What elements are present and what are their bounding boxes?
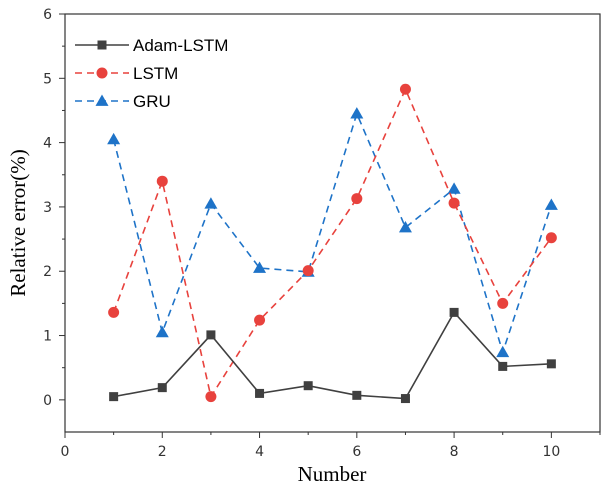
data-point-lstm (448, 197, 460, 209)
legend-marker (97, 40, 107, 50)
legend-label: Adam-LSTM (133, 36, 228, 55)
series-adam-lstm (109, 307, 556, 404)
data-point-adam-lstm (255, 388, 265, 398)
x-tick-label: 8 (450, 444, 459, 460)
data-point-gru (204, 197, 218, 209)
series-line-adam-lstm (113, 311, 552, 400)
series-line-lstm (112, 87, 553, 399)
data-point-lstm (156, 175, 168, 187)
x-tick-label: 4 (255, 444, 264, 460)
series-gru (107, 107, 558, 358)
x-tick-label: 6 (352, 444, 361, 460)
y-axis: 0 1 2 3 4 5 6 (43, 7, 65, 409)
data-point-gru (447, 182, 461, 194)
y-tick-label: 2 (43, 264, 52, 280)
data-point-gru (155, 325, 169, 338)
data-point-adam-lstm (109, 392, 119, 402)
data-point-gru (544, 198, 558, 210)
data-point-adam-lstm (157, 383, 167, 393)
data-point-gru (398, 221, 412, 233)
data-point-adam-lstm (449, 307, 459, 317)
legend-label: LSTM (133, 64, 178, 83)
x-tick-label: 2 (158, 444, 167, 460)
legend-label: GRU (133, 92, 171, 111)
data-point-lstm (254, 314, 266, 326)
x-tick-label: 10 (542, 444, 560, 460)
y-tick-label: 1 (43, 329, 52, 345)
y-axis-title: Relative error(%) (6, 149, 30, 297)
y-tick-label: 4 (43, 136, 52, 152)
y-tick-label: 6 (43, 7, 52, 23)
data-point-adam-lstm (206, 330, 216, 340)
legend-marker (95, 94, 109, 106)
y-tick-label: 5 (43, 71, 52, 87)
data-point-lstm (497, 297, 509, 309)
legend: Adam-LSTM LSTM GRU (75, 36, 228, 111)
data-point-gru (350, 107, 364, 119)
legend-item-adam-lstm: Adam-LSTM (75, 36, 228, 55)
y-tick-label: 3 (43, 200, 52, 216)
series-lstm (108, 83, 557, 403)
data-point-gru (496, 345, 510, 358)
data-point-gru (107, 132, 121, 145)
data-point-adam-lstm (546, 359, 556, 369)
data-point-lstm (205, 391, 217, 403)
data-point-adam-lstm (303, 381, 313, 391)
data-point-adam-lstm (352, 390, 362, 400)
data-point-lstm (545, 232, 557, 244)
plot-area-frame (64, 13, 601, 433)
data-point-gru (253, 261, 267, 273)
data-point-adam-lstm (498, 361, 508, 371)
y-tick-label: 0 (43, 393, 52, 409)
legend-marker (96, 67, 108, 79)
x-axis: 0 2 4 6 8 10 (61, 432, 601, 460)
x-axis-title: Number (298, 462, 367, 486)
data-point-lstm (351, 193, 363, 205)
legend-item-lstm: LSTM (75, 64, 178, 83)
data-point-adam-lstm (400, 394, 410, 404)
x-tick-label: 0 (61, 444, 70, 460)
data-point-lstm (302, 265, 314, 277)
data-point-lstm (399, 83, 411, 95)
series-line-gru (112, 111, 553, 355)
series-layer (107, 83, 558, 404)
data-point-lstm (108, 306, 120, 318)
legend-item-gru: GRU (75, 92, 171, 111)
